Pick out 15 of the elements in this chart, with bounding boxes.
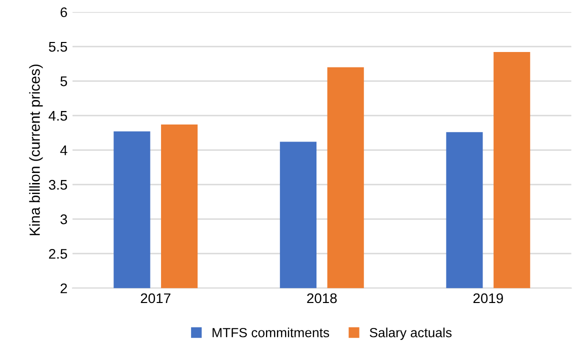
y-axis-title: Kina billion (current prices): [29, 64, 43, 236]
y-tick-label: 5.5: [48, 42, 68, 52]
y-tick-label: 2: [60, 283, 67, 294]
y-tick-label: 2.5: [49, 248, 68, 259]
legend-label: Salary actuals: [370, 328, 452, 340]
y-tick-label: 4: [60, 146, 68, 156]
y-tick-label: 5: [60, 76, 68, 86]
y-tick-label: 6: [60, 7, 68, 18]
x-tick-label: 2018: [307, 293, 337, 304]
x-tick-label: 2019: [473, 293, 503, 304]
y-tick-label: 3.5: [48, 180, 68, 190]
x-tick-label: 2017: [140, 293, 170, 304]
y-tick-label: 4.5: [48, 111, 68, 121]
y-tick-label: 3: [60, 214, 68, 224]
legend-label: MTFS commitments: [212, 328, 330, 338]
